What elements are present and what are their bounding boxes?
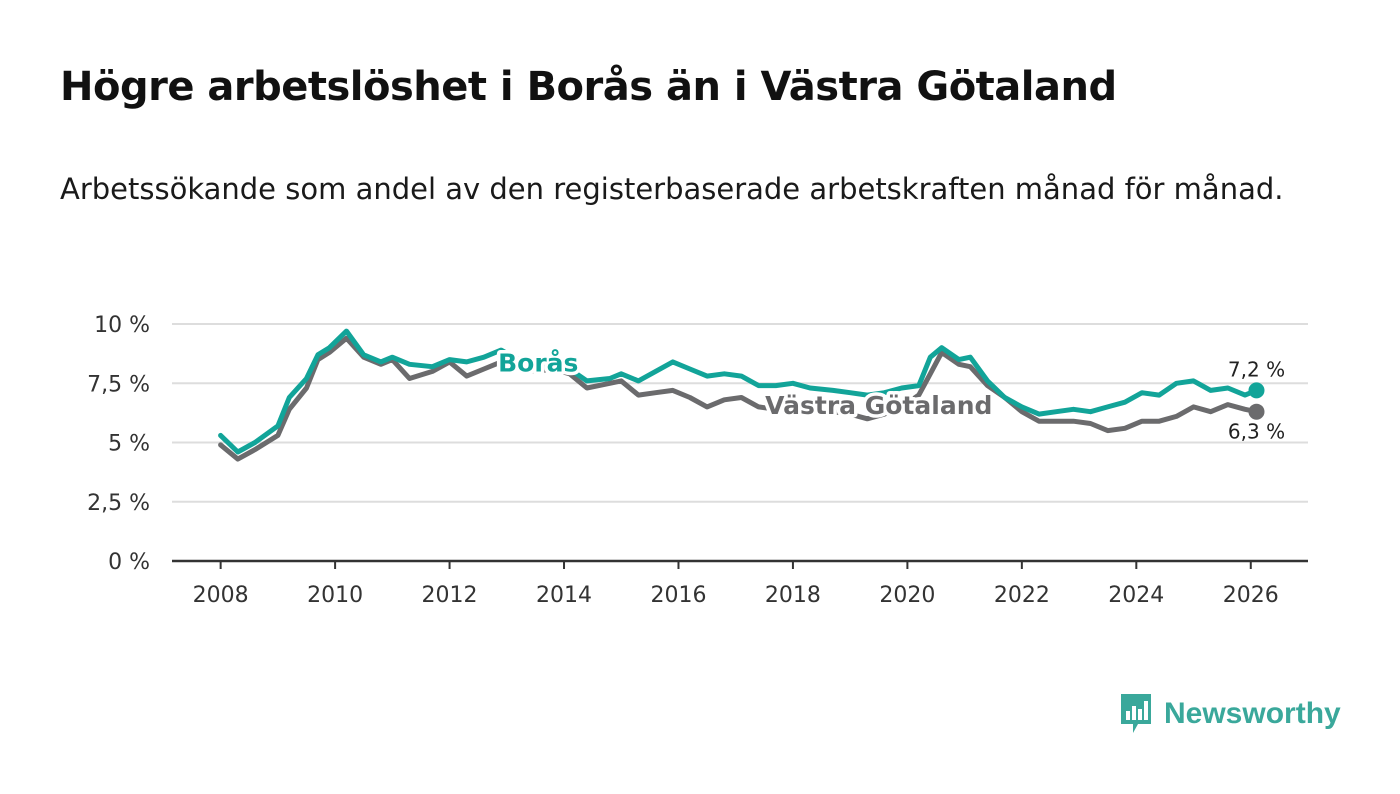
boras-series-label: Borås xyxy=(498,348,578,377)
x-tick-label: 2012 xyxy=(422,583,478,608)
x-tick-label: 2014 xyxy=(536,583,592,608)
series-lines xyxy=(218,328,1265,462)
x-axis-ticks: 2008 2010 2012 2014 2016 2018 2020 2022 2024 2026 xyxy=(193,561,1279,608)
y-tick-label: 2,5 % xyxy=(87,491,150,516)
x-tick-label: 2018 xyxy=(765,583,821,608)
x-tick-label: 2010 xyxy=(307,583,363,608)
y-tick-label: 10 % xyxy=(94,313,150,338)
x-tick-label: 2026 xyxy=(1223,583,1279,608)
y-tick-label: 0 % xyxy=(108,550,150,575)
vastra-gotaland-series-label: Västra Götaland xyxy=(765,391,992,420)
x-tick-label: 2016 xyxy=(650,583,706,608)
vastra-gotaland-line xyxy=(218,335,1259,462)
boras-line xyxy=(218,328,1259,455)
newsworthy-logo-icon xyxy=(1121,694,1151,733)
x-tick-label: 2024 xyxy=(1108,583,1164,608)
vastra-gotaland-end-point xyxy=(1248,403,1265,420)
y-tick-label: 7,5 % xyxy=(87,372,150,397)
boras-end-point xyxy=(1248,382,1265,399)
boras-end-label: 7,2 % xyxy=(1228,357,1285,381)
vastra-gotaland-end-label: 6,3 % xyxy=(1228,420,1285,444)
gridlines xyxy=(172,323,1308,563)
newsworthy-logo: Newsworthy xyxy=(1118,690,1341,738)
x-tick-label: 2020 xyxy=(879,583,935,608)
y-tick-label: 5 % xyxy=(108,432,150,457)
brand-name: Newsworthy xyxy=(1164,697,1341,730)
chart-subtitle: Arbetssökande som andel av den registerb… xyxy=(60,172,1284,206)
series-labels: 7,2 % 6,3 % Borås Västra Götaland xyxy=(495,345,1285,444)
x-tick-label: 2022 xyxy=(994,583,1050,608)
y-axis-ticks: 0 % 2,5 % 5 % 7,5 % 10 % xyxy=(87,313,150,575)
chart-title: Högre arbetslöshet i Borås än i Västra G… xyxy=(60,64,1117,110)
x-tick-label: 2008 xyxy=(193,583,249,608)
